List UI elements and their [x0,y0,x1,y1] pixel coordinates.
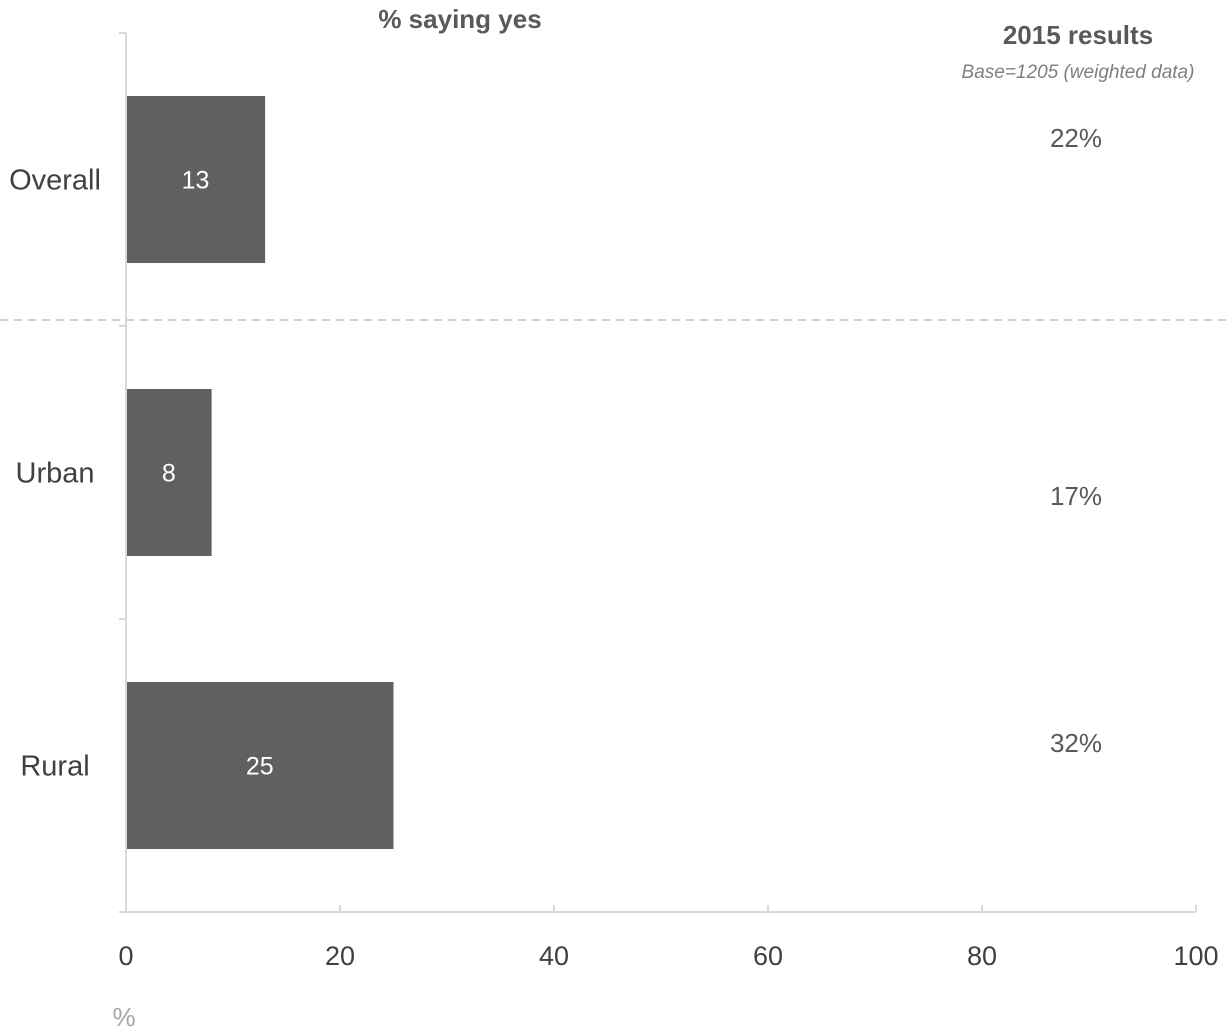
comparison-value: 22% [1050,123,1102,153]
data-label: 25 [246,753,274,781]
category-label: Overall [9,165,101,197]
chart-title: % saying yes [378,4,541,34]
comparison-value: 17% [1050,481,1102,511]
x-tick-label: 40 [539,941,569,971]
comparison-title: 2015 results [1003,20,1153,50]
bar-urban [127,388,212,557]
comparison-value: 32% [1050,728,1102,758]
comparison-subtitle: Base=1205 (weighted data) [962,62,1195,83]
data-label: 13 [182,167,210,195]
bar-overall [127,95,266,264]
bar-rural [127,681,394,850]
x-axis-unit-label: % [112,1002,135,1031]
category-label: Urban [16,458,95,490]
x-tick-label: 100 [1173,941,1218,971]
data-label: 8 [162,460,176,488]
x-tick-label: 80 [967,941,997,971]
chart-marks: 13 Overall 22% 8 Urban 17% 25 Rural 32% 0 20 40 60 80… [9,32,1219,971]
x-tick-label: 0 [118,941,133,971]
x-tick-label: 60 [753,941,783,971]
category-label: Rural [20,751,89,783]
x-tick-label: 20 [325,941,355,971]
